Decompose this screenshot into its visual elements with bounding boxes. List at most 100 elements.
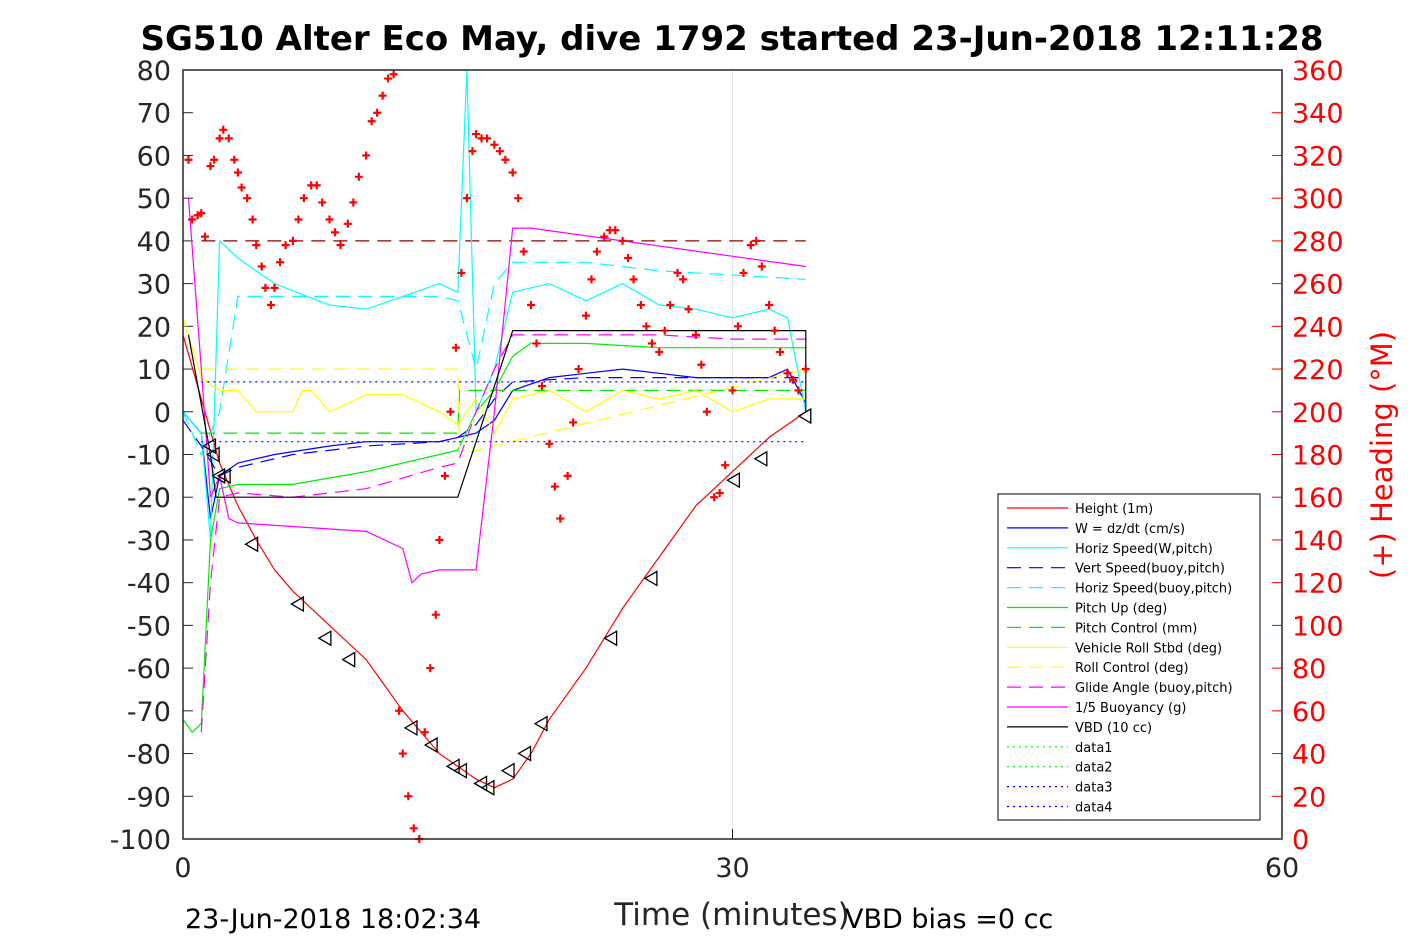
position-marker (517, 745, 532, 762)
legend-label-12: data1 (1075, 741, 1113, 756)
heading-marker (237, 183, 246, 192)
y-tick-label: 20 (137, 312, 171, 343)
y-tick-label: -30 (127, 526, 171, 557)
heading-marker (349, 198, 358, 207)
heading-marker (299, 194, 308, 203)
position-marker (341, 651, 356, 668)
y-right-tick-label: 160 (1292, 483, 1344, 514)
y-tick-label: 60 (137, 141, 171, 172)
y-right-tick-label: 60 (1292, 697, 1326, 728)
heading-marker (556, 514, 565, 523)
heading-marker (739, 268, 748, 277)
heading-marker (373, 108, 382, 117)
legend-label-13: data2 (1075, 761, 1113, 776)
y-tick-label: -20 (127, 483, 171, 514)
y-tick-label: -10 (127, 441, 171, 472)
heading-marker (618, 236, 627, 245)
y-right-tick-label: 200 (1292, 398, 1344, 429)
y-right-tick-label: 120 (1292, 569, 1344, 600)
heading-marker (398, 749, 407, 758)
legend-label-3: Vert Speed(buoy,pitch) (1075, 562, 1225, 577)
legend-label-4: Horiz Speed(buoy,pitch) (1075, 582, 1232, 597)
heading-marker (257, 262, 266, 271)
heading-marker (655, 347, 664, 356)
heading-marker (440, 471, 449, 480)
series-line-3 (182, 377, 806, 477)
heading-marker (684, 305, 693, 314)
heading-marker (715, 488, 724, 497)
y-right-tick-label: 80 (1292, 654, 1326, 685)
y-right-tick-label: 320 (1292, 141, 1344, 172)
position-marker (205, 446, 220, 463)
y-tick-label: 70 (137, 99, 171, 130)
y-tick-label: -100 (110, 825, 171, 856)
heading-marker (629, 275, 638, 284)
position-marker (403, 719, 418, 737)
y-tick-label: 50 (137, 184, 171, 215)
position-marker (290, 595, 305, 613)
y-right-tick-label: 0 (1292, 825, 1309, 856)
heading-marker (765, 300, 774, 309)
heading-marker (752, 236, 761, 245)
heading-marker (647, 339, 656, 348)
heading-marker (757, 262, 766, 271)
y-tick-label: 80 (137, 56, 171, 87)
heading-marker (788, 375, 797, 384)
y-tick-label: -60 (127, 654, 171, 685)
heading-marker (233, 168, 242, 177)
heading-marker (563, 471, 572, 480)
x-tick-label: 60 (1265, 853, 1299, 884)
position-marker (500, 762, 515, 779)
heading-marker (508, 168, 517, 177)
position-marker (473, 775, 488, 792)
heading-marker (728, 386, 737, 395)
heading-marker (446, 407, 455, 416)
y-tick-label: -50 (127, 611, 171, 642)
position-marker (244, 536, 259, 553)
legend-label-7: Vehicle Roll Stbd (deg) (1075, 641, 1222, 656)
heading-marker (409, 824, 418, 833)
y-right-tick-label: 240 (1292, 312, 1344, 343)
tick-labels: 0 30 6080706050403020100-10-20-30-40-50-60… (110, 56, 1344, 884)
series-line-5 (182, 342, 806, 734)
legend-label-11: VBD (10 cc) (1075, 721, 1152, 736)
heading-marker (294, 215, 303, 224)
heading-marker (501, 155, 510, 164)
heading-marker (318, 198, 327, 207)
heading-marker (312, 181, 321, 190)
y-tick-label: 30 (137, 270, 171, 301)
heading-marker (770, 326, 779, 335)
plot-frame (182, 69, 1283, 840)
heading-marker (420, 728, 429, 737)
heading-marker (697, 360, 706, 369)
y-right-tick-label: 20 (1292, 782, 1326, 813)
heading-marker (248, 215, 257, 224)
footer-timestamp: 23-Jun-2018 18:02:34 (185, 904, 481, 935)
heading-marker (587, 275, 596, 284)
position-markers (202, 407, 812, 796)
heading-marker (801, 365, 810, 374)
heading-marker (451, 343, 460, 352)
x-axis-label: Time (minutes) (613, 897, 849, 933)
heading-marker (514, 194, 523, 203)
heading-marker (462, 194, 471, 203)
heading-marker (389, 70, 398, 79)
series-line-11 (187, 330, 807, 498)
position-marker (533, 715, 548, 732)
heading-marker (691, 330, 700, 339)
position-marker (797, 407, 812, 425)
heading-marker (581, 311, 590, 320)
position-marker (643, 570, 658, 587)
legend-label-6: Pitch Control (mm) (1075, 621, 1197, 636)
grid-lines (182, 69, 1283, 840)
position-marker (423, 736, 438, 754)
heading-marker (354, 172, 363, 181)
heading-marker (270, 283, 279, 292)
heading-marker (188, 215, 197, 224)
heading-marker (261, 283, 270, 292)
y-axis-right-label: (+) Heading (°M) (1365, 331, 1399, 579)
y-tick-label: 40 (137, 227, 171, 258)
heading-marker (266, 300, 275, 309)
heading-marker (574, 365, 583, 374)
